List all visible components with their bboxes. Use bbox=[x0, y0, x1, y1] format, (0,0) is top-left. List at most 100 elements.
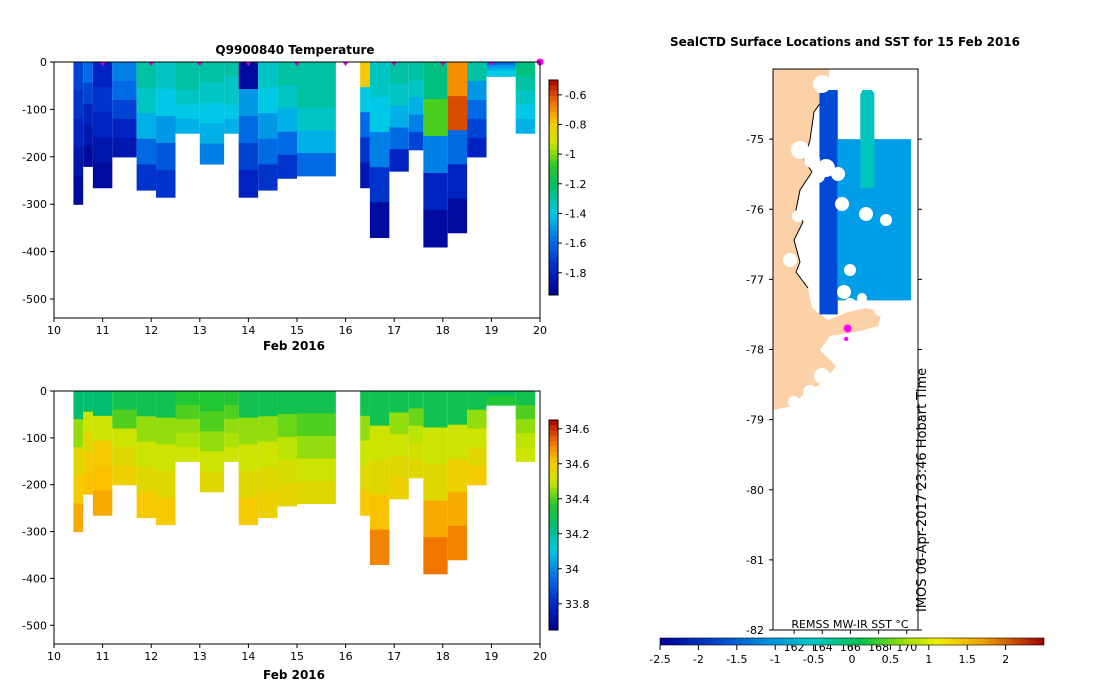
temperature-cell-6-1 bbox=[175, 76, 200, 92]
map-ytick-label: -78 bbox=[746, 344, 764, 357]
salinity-colorbar-step bbox=[549, 546, 558, 552]
salinity-xlabel: Feb 2016 bbox=[263, 668, 325, 682]
salinity-cell-18-0 bbox=[447, 391, 468, 426]
map-colorbar-tick-label: 1.5 bbox=[958, 653, 976, 666]
temperature-xtick-label: 17 bbox=[387, 324, 401, 337]
temperature-title: Q9900840 Temperature bbox=[215, 43, 374, 57]
salinity-colorbar-step bbox=[549, 540, 558, 547]
map-ytick-label: -81 bbox=[746, 554, 764, 567]
salinity-cell-12-3 bbox=[297, 458, 336, 482]
temperature-colorbar-label: -1.8 bbox=[565, 267, 586, 280]
temperature-colorbar-step bbox=[549, 203, 558, 210]
temperature-cell-16-0 bbox=[408, 62, 424, 81]
salinity-cell-17-3 bbox=[423, 500, 448, 538]
salinity-xtick-label: 12 bbox=[144, 650, 158, 663]
salinity-cell-10-0 bbox=[258, 391, 278, 417]
salinity-cell-6-3 bbox=[175, 433, 200, 448]
temperature-cell-19-2 bbox=[467, 99, 487, 120]
temperature-profile-marker-4 bbox=[294, 62, 300, 66]
map-sst-region-2 bbox=[860, 90, 875, 189]
map-colorbar-tick-label: 2 bbox=[1002, 653, 1009, 666]
temperature-cell-10-3 bbox=[258, 138, 278, 165]
salinity-cell-11-0 bbox=[277, 391, 297, 415]
salinity-cell-1-0 bbox=[83, 391, 93, 413]
temperature-cell-15-1 bbox=[389, 83, 409, 107]
temperature-colorbar-step bbox=[549, 160, 558, 167]
temperature-cell-6-0 bbox=[175, 62, 200, 77]
salinity-cell-18-2 bbox=[447, 458, 468, 493]
temperature-cell-13-3 bbox=[360, 137, 370, 164]
map-seal-locations bbox=[843, 324, 852, 342]
salinity-cell-7-0 bbox=[199, 391, 225, 412]
temperature-panel: Q9900840 Temperature 10 11 12 13 14 15 16 17 18 1… bbox=[22, 43, 586, 353]
temperature-cell-2-1 bbox=[92, 87, 113, 113]
salinity-cell-15-4 bbox=[389, 477, 409, 500]
salinity-colorbar-step bbox=[549, 477, 558, 484]
temperature-cell-8-0 bbox=[224, 62, 239, 77]
temperature-cell-0-3 bbox=[73, 147, 84, 177]
salinity-colorbar-step bbox=[549, 430, 558, 437]
salinity-xtick-label: 15 bbox=[290, 650, 304, 663]
salinity-cell-21-2 bbox=[515, 419, 536, 434]
salinity-cell-6-1 bbox=[175, 405, 200, 420]
temperature-cell-8-3 bbox=[224, 104, 239, 120]
temperature-cell-6-2 bbox=[175, 90, 200, 106]
salinity-cell-16-2 bbox=[408, 425, 424, 444]
temperature-cell-15-2 bbox=[389, 105, 409, 129]
salinity-ytick-label: 0 bbox=[40, 385, 47, 398]
temperature-xtick-label: 18 bbox=[436, 324, 450, 337]
salinity-cell-13-2 bbox=[360, 440, 370, 467]
salinity-cell-21-3 bbox=[515, 433, 536, 448]
temperature-cell-8-1 bbox=[224, 76, 239, 92]
salinity-colorbar-frame bbox=[548, 419, 559, 631]
temperature-colorbar-step bbox=[549, 262, 558, 269]
salinity-colorbar-step bbox=[549, 425, 558, 431]
temperature-colorbar-step bbox=[549, 149, 558, 156]
temperature-cell-1-4 bbox=[83, 145, 93, 167]
salinity-colorbar-step bbox=[549, 572, 558, 578]
map-ytick-label: -79 bbox=[746, 414, 764, 427]
salinity-cell-4-1 bbox=[136, 416, 157, 443]
salinity-cell-9-1 bbox=[238, 417, 259, 446]
salinity-cell-1-1 bbox=[83, 411, 93, 433]
temperature-cell-3-3 bbox=[112, 118, 137, 139]
salinity-cell-13-3 bbox=[360, 465, 370, 491]
temperature-cells bbox=[73, 62, 536, 248]
temperature-colorbar-step bbox=[549, 187, 558, 194]
temperature-cell-4-4 bbox=[136, 164, 157, 191]
temperature-axes: 10 11 12 13 14 15 16 17 18 19 20 0 -100 -200 -300 -400 -… bbox=[22, 56, 547, 337]
salinity-cell-19-1 bbox=[467, 409, 487, 430]
salinity-cell-10-2 bbox=[258, 441, 278, 468]
temperature-colorbar-step bbox=[549, 101, 558, 108]
salinity-cell-0-1 bbox=[73, 419, 84, 448]
temperature-cell-7-2 bbox=[199, 102, 225, 124]
map-colorbar-tick-label: -1.5 bbox=[726, 653, 747, 666]
salinity-cell-5-4 bbox=[156, 497, 176, 526]
salinity-colorbar-step bbox=[549, 567, 558, 573]
salinity-xtick-label: 10 bbox=[47, 650, 61, 663]
temperature-cell-14-4 bbox=[369, 202, 390, 239]
temperature-cell-16-2 bbox=[408, 97, 424, 116]
map-colorbar-label: REMSS MW-IR SST °C bbox=[791, 618, 909, 631]
map-coastline bbox=[793, 94, 827, 289]
temperature-cell-1-0 bbox=[83, 62, 93, 84]
salinity-cell-11-4 bbox=[277, 482, 297, 507]
salinity-colorbar-step bbox=[549, 483, 558, 489]
temperature-cell-11-1 bbox=[277, 85, 297, 110]
salinity-xtick-label: 19 bbox=[484, 650, 498, 663]
salinity-cell-20-2 bbox=[486, 396, 516, 401]
temperature-cell-9-3 bbox=[238, 143, 259, 171]
temperature-colorbar-step bbox=[549, 90, 558, 97]
salinity-cell-17-4 bbox=[423, 537, 448, 575]
temperature-xtick-label: 11 bbox=[96, 324, 110, 337]
temperature-cell-0-1 bbox=[73, 90, 84, 120]
temperature-ytick-label: 0 bbox=[40, 56, 47, 69]
salinity-colorbar-step bbox=[549, 556, 558, 563]
salinity-xtick-label: 13 bbox=[193, 650, 207, 663]
salinity-cell-17-0 bbox=[423, 391, 448, 429]
salinity-colorbar-label: 34.6 bbox=[565, 423, 590, 436]
temperature-cell-19-3 bbox=[467, 118, 487, 139]
salinity-colorbar-label: 34.4 bbox=[565, 493, 590, 506]
temperature-cell-10-2 bbox=[258, 113, 278, 140]
salinity-ytick-label: -100 bbox=[22, 432, 47, 445]
